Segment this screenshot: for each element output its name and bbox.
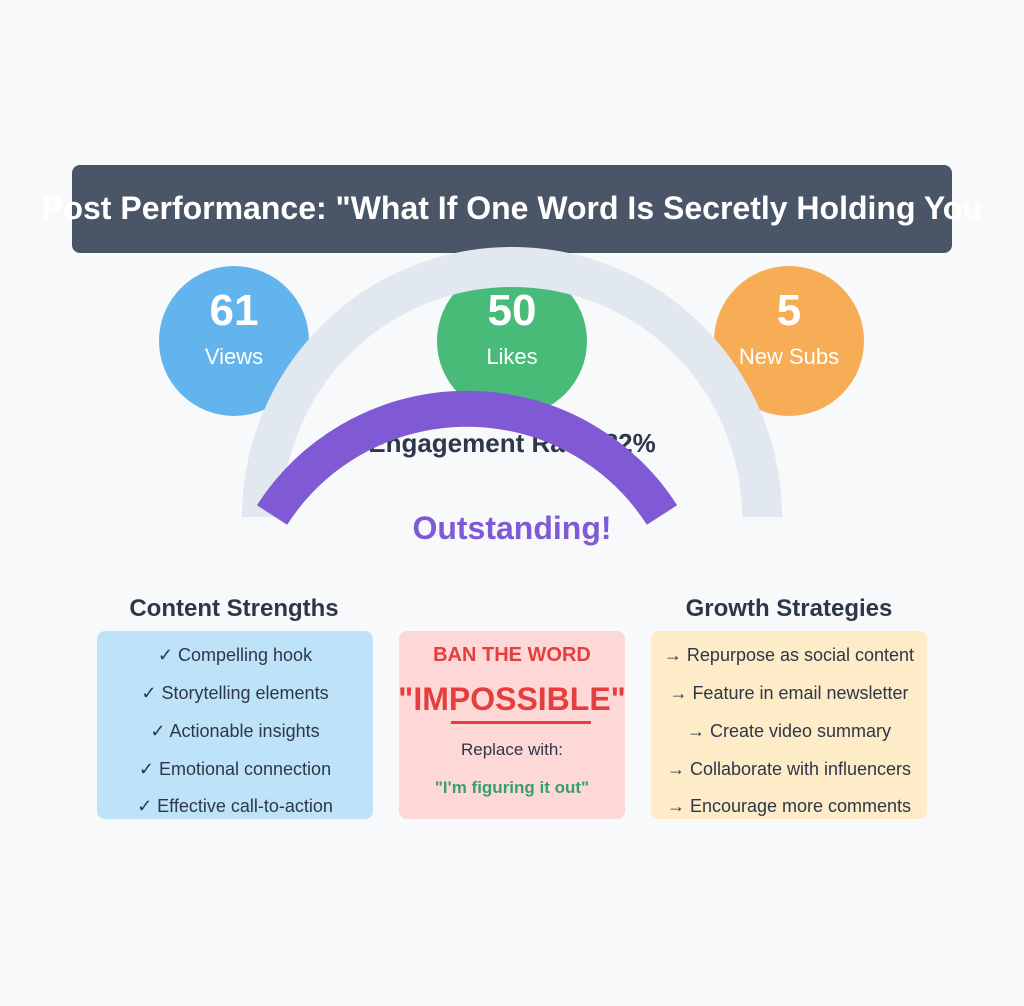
word-underline <box>451 721 591 724</box>
list-item: → Collaborate with influencers <box>666 759 912 779</box>
engagement-rating: Outstanding! <box>412 510 612 546</box>
list-item: → Repurpose as social content <box>663 645 915 665</box>
stat-label: New Subs <box>738 344 840 369</box>
stat-new-subs: 5 New Subs <box>714 266 864 416</box>
strengths-box: ✓ Compelling hook ✓ Storytelling element… <box>97 631 373 819</box>
list-item: ✓ Effective call-to-action <box>137 796 333 816</box>
replace-label: Replace with: <box>460 740 564 759</box>
title-banner <box>72 165 952 253</box>
growth-box: → Repurpose as social content → Feature … <box>651 631 927 819</box>
list-item: → Encourage more comments <box>666 796 912 816</box>
list-item: → Create video summary <box>686 721 892 741</box>
stat-value: 50 <box>487 286 537 335</box>
list-item: ✓ Emotional connection <box>138 759 332 779</box>
replacement-phrase: "I'm figuring it out" <box>434 778 590 797</box>
stat-value: 5 <box>776 286 802 335</box>
stat-likes: 50 Likes <box>437 266 587 416</box>
list-item: ✓ Compelling hook <box>157 645 313 665</box>
list-item: ✓ Storytelling elements <box>141 683 329 703</box>
stat-value: 61 <box>209 286 259 335</box>
stat-label: Likes <box>486 344 538 369</box>
growth-heading: Growth Strategies <box>685 595 893 622</box>
banned-word: "IMPOSSIBLE" <box>398 681 626 717</box>
stat-views: 61 Views <box>159 266 309 416</box>
ban-heading: BAN THE WORD <box>433 644 591 666</box>
page-title: Post Performance: "What If One Word Is S… <box>42 190 982 226</box>
stat-label: Views <box>204 344 264 369</box>
list-item: ✓ Actionable insights <box>150 721 320 741</box>
strengths-heading: Content Strengths <box>129 595 339 622</box>
ban-word-box: BAN THE WORD "IMPOSSIBLE" Replace with: … <box>398 631 626 819</box>
engagement-rate: Engagement Rate: 82% <box>368 428 656 458</box>
list-item: → Feature in email newsletter <box>669 683 909 703</box>
